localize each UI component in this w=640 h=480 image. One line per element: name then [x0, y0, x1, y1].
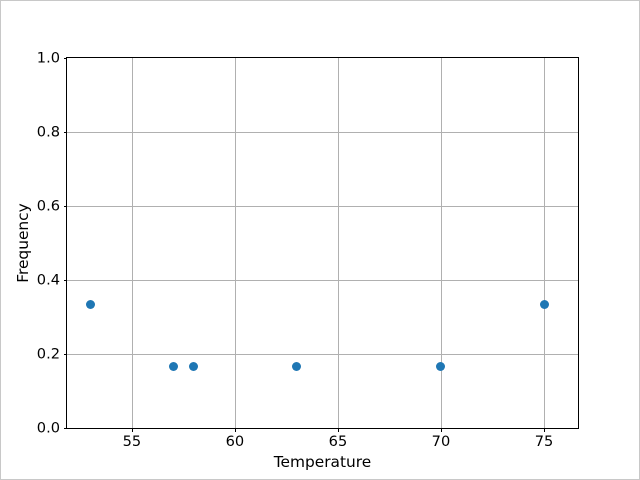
data-point: [168, 361, 178, 371]
x-tick-label: 75: [534, 433, 554, 450]
x-axis-label: Temperature: [273, 453, 372, 471]
gridline-horizontal: [67, 132, 578, 133]
y-tick-label: 0.8: [36, 123, 60, 141]
x-tick-label: 60: [225, 433, 245, 450]
data-point: [436, 361, 446, 371]
y-tick-mark: [63, 428, 67, 429]
data-point: [539, 300, 549, 310]
gridline-horizontal: [67, 206, 578, 207]
y-tick-mark: [63, 206, 67, 207]
gridline-vertical: [440, 58, 442, 428]
gridline-vertical: [131, 58, 133, 428]
y-tick-label: 1.0: [36, 49, 60, 67]
x-tick-label: 70: [431, 433, 451, 450]
data-point: [292, 361, 302, 371]
y-axis-label-text: Frequency: [14, 203, 33, 283]
gridline-horizontal: [67, 280, 578, 281]
gridline-vertical: [337, 58, 339, 428]
x-tick-mark: [440, 428, 442, 432]
x-tick-label: 65: [328, 433, 348, 450]
gridline-vertical: [234, 58, 236, 428]
y-tick-label: 0.0: [36, 419, 60, 437]
x-tick-mark: [544, 428, 545, 432]
y-tick-mark: [63, 132, 67, 133]
gridline-horizontal: [67, 354, 578, 355]
y-tick-mark: [63, 58, 67, 59]
gridline-vertical: [544, 58, 545, 428]
x-tick-mark: [234, 428, 236, 432]
y-tick-label: 0.6: [36, 197, 60, 215]
y-tick-label: 0.4: [36, 271, 60, 289]
data-point: [86, 300, 96, 310]
x-tick-mark: [131, 428, 133, 432]
x-tick-mark: [337, 428, 339, 432]
x-tick-label: 55: [122, 433, 142, 450]
plot-axes: 55 60 65 70 75 0.0 0.2 0.4 0.6 0.8 1.0: [37, 50, 579, 449]
y-axis-label: Frequency: [13, 57, 33, 429]
y-tick-mark: [63, 280, 67, 281]
y-tick-mark: [63, 354, 67, 355]
data-point: [189, 361, 199, 371]
y-tick-label: 0.2: [36, 345, 60, 363]
